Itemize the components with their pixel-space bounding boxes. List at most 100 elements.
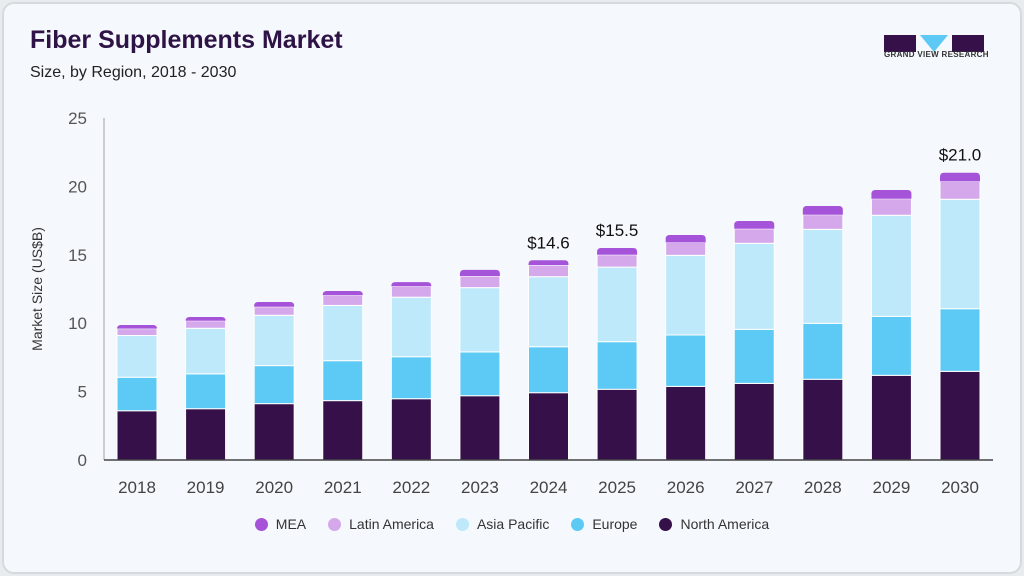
bar-segment-latin-america: [733, 228, 775, 244]
bar-segment-europe: [870, 315, 912, 376]
bar-segment-asia-pacific: [528, 276, 569, 348]
y-tick-label: 10: [68, 314, 87, 333]
x-tick-label: 2023: [461, 478, 499, 497]
bar-segment-latin-america: [802, 214, 844, 230]
bar-segment-mea: [802, 205, 843, 215]
bar-segment-europe: [459, 351, 501, 397]
bar-segment-latin-america: [939, 180, 981, 200]
bar-segment-north-america: [733, 382, 775, 461]
x-tick-label: 2026: [667, 478, 705, 497]
bar-segment-mea: [391, 282, 432, 287]
bar-segment-north-america: [116, 410, 158, 461]
bar-segment-north-america: [802, 378, 844, 461]
bar-segment-latin-america: [390, 285, 432, 298]
x-tick-label: 2018: [118, 478, 156, 497]
bar-segment-mea: [322, 291, 363, 296]
bar-segment-mea: [665, 234, 706, 243]
bar-segment-north-america: [322, 400, 364, 461]
legend-swatch: [328, 517, 342, 531]
bar-segment-europe: [528, 346, 569, 394]
x-tick-label: 2028: [804, 478, 842, 497]
y-tick-label: 0: [78, 451, 87, 470]
data-label-total: $21.0: [939, 146, 982, 165]
bar-segment-europe: [185, 373, 227, 410]
legend-item-latin-america: Latin America: [328, 516, 434, 532]
legend-label: Latin America: [349, 516, 434, 532]
bar-segment-europe: [390, 356, 432, 400]
bar-segment-asia-pacific: [459, 287, 501, 353]
bar-segment-latin-america: [322, 294, 364, 306]
bar-segment-latin-america: [459, 275, 501, 289]
bar-segment-mea: [528, 260, 569, 266]
bar-segment-latin-america: [596, 254, 638, 268]
legend-label: Asia Pacific: [476, 516, 550, 532]
bar-segment-mea: [459, 269, 500, 277]
bar-segment-latin-america: [528, 264, 569, 278]
bar-segment-asia-pacific: [390, 296, 432, 358]
bar-segment-asia-pacific: [733, 242, 775, 330]
bar-segment-mea: [597, 247, 638, 255]
bar-segment-latin-america: [185, 320, 227, 329]
bar-segment-europe: [322, 360, 364, 402]
bar-segment-europe: [665, 334, 707, 387]
bar-segment-latin-america: [665, 241, 707, 256]
legend-label: MEA: [275, 516, 307, 532]
legend-item-mea: MEA: [254, 516, 307, 532]
x-tick-label: 2030: [941, 478, 979, 497]
bar-segment-asia-pacific: [322, 304, 364, 362]
bar-segment-north-america: [528, 392, 569, 461]
bar-segment-north-america: [253, 403, 295, 461]
bar-segment-mea: [185, 317, 226, 322]
bar-segment-latin-america: [116, 328, 158, 337]
bar-segment-europe: [733, 328, 775, 384]
bar-segment-north-america: [665, 385, 707, 461]
bar-segment-europe: [802, 322, 844, 380]
x-tick-label: 2025: [598, 478, 636, 497]
bar-segment-north-america: [870, 374, 912, 461]
bar-segment-europe: [253, 365, 295, 405]
grand-view-research-logo: [884, 35, 984, 52]
legend-swatch: [571, 517, 585, 531]
bar-segment-north-america: [185, 408, 227, 461]
bar-segment-europe: [116, 376, 158, 412]
chart-subtitle: Size, by Region, 2018 - 2030: [30, 64, 237, 81]
y-tick-label: 15: [68, 246, 87, 265]
bar-segment-north-america: [390, 398, 432, 461]
bar-segment-europe: [939, 308, 981, 372]
bar-segment-mea: [117, 324, 157, 329]
bar-segment-north-america: [596, 388, 638, 461]
chart-title: Fiber Supplements Market: [30, 26, 343, 54]
x-tick-label: 2022: [392, 478, 430, 497]
legend-item-north-america: North America: [659, 516, 769, 532]
legend-swatch: [254, 517, 268, 531]
bar-segment-asia-pacific: [939, 198, 981, 310]
bar-segment-latin-america: [253, 306, 295, 316]
bar-segment-north-america: [939, 370, 981, 461]
x-tick-label: 2027: [735, 478, 773, 497]
x-tick-label: 2021: [324, 478, 362, 497]
legend-label: Europe: [592, 516, 638, 532]
bar-segment-asia-pacific: [116, 335, 158, 378]
bar-segment-asia-pacific: [185, 327, 227, 375]
x-tick-label: 2024: [530, 478, 568, 497]
bar-segment-asia-pacific: [802, 228, 844, 324]
data-label-total: $14.6: [527, 233, 570, 252]
bar-segment-mea: [871, 189, 912, 199]
legend-swatch: [455, 517, 469, 531]
legend-item-asia-pacific: Asia Pacific: [455, 516, 550, 532]
bar-segment-latin-america: [870, 198, 912, 216]
bar-segment-mea: [734, 221, 775, 229]
bar-segment-mea: [254, 301, 295, 307]
x-tick-label: 2020: [255, 478, 293, 497]
y-tick-label: 25: [68, 109, 87, 128]
bar-segment-europe: [596, 341, 638, 390]
bar-segment-north-america: [459, 395, 501, 461]
y-tick-label: 20: [68, 177, 87, 196]
legend-label: North America: [680, 516, 770, 532]
bar-segment-asia-pacific: [870, 214, 912, 317]
logo-text: GRAND VIEW RESEARCH: [884, 50, 989, 59]
y-axis-label: Market Size (US$B): [29, 227, 45, 351]
bar-segment-mea: [940, 172, 980, 182]
